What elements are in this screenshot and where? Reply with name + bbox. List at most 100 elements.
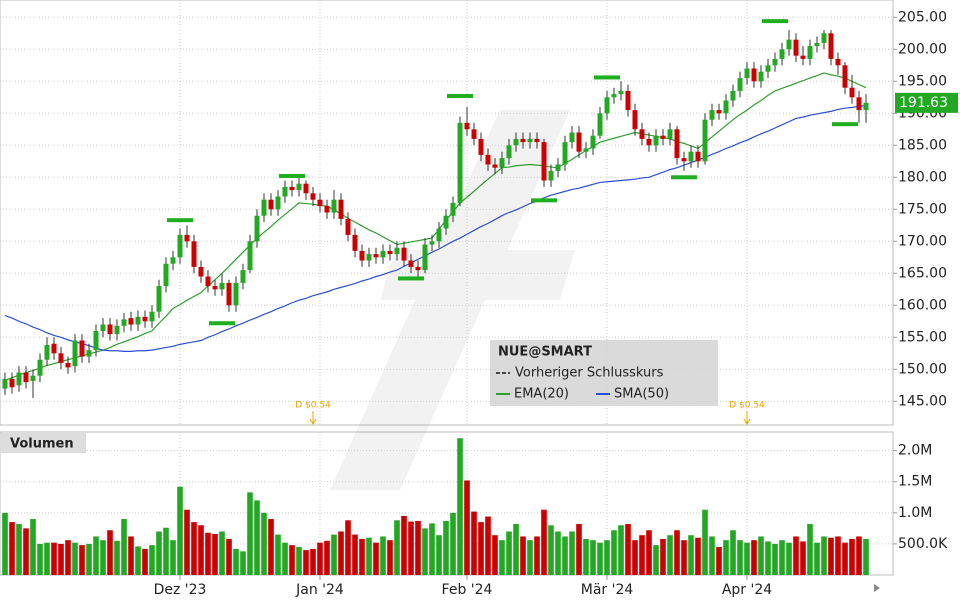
candle-body <box>296 183 302 191</box>
volume-bar <box>296 547 302 575</box>
price-tag-label: 191.63 <box>899 95 948 111</box>
volume-bar <box>37 543 43 575</box>
candle-body <box>198 266 204 277</box>
volume-bar <box>219 531 225 575</box>
candle-body <box>121 319 127 326</box>
volume-bar <box>233 548 239 575</box>
volume-bar <box>240 551 246 575</box>
volume-bar <box>716 547 722 575</box>
volume-bar <box>821 536 827 575</box>
swing-marker <box>832 122 858 127</box>
volume-bar <box>744 542 750 575</box>
legend-symbol: NUE@SMART <box>498 345 592 360</box>
volume-bar <box>107 530 113 575</box>
candle-body <box>450 202 456 216</box>
ma-line <box>4 72 867 381</box>
scroll-arrow <box>874 584 880 592</box>
swing-marker <box>762 19 788 24</box>
watermark <box>330 110 575 490</box>
volume-bar <box>471 511 477 575</box>
swing-marker <box>279 174 305 179</box>
candle-body <box>184 234 190 242</box>
volume-bar <box>142 548 148 575</box>
volume-bar <box>79 545 85 575</box>
volume-bar <box>618 525 624 575</box>
y-tick-label: 145.00 <box>898 393 947 409</box>
volume-bar <box>499 540 505 575</box>
candle-body <box>219 282 225 290</box>
volume-bar <box>555 531 561 575</box>
candle-body <box>205 276 211 287</box>
candle-body <box>93 330 99 351</box>
candle-body <box>590 135 596 149</box>
volume-bar <box>506 531 512 575</box>
volume-bar <box>464 480 470 575</box>
y-tick-label: 195.00 <box>898 73 947 89</box>
volume-bar <box>688 535 694 575</box>
candle-body <box>667 129 673 139</box>
dividend-label: D $0.54 <box>729 401 765 411</box>
volume-bar <box>93 536 99 575</box>
y2-tick-label: 1.5M <box>898 474 932 490</box>
volume-bar <box>366 537 372 575</box>
candle-body <box>562 142 568 165</box>
swing-marker <box>209 321 235 326</box>
candle-body <box>100 324 106 331</box>
volume-bar <box>800 541 806 575</box>
candle-body <box>611 94 617 98</box>
dividend-arrow <box>743 411 751 425</box>
volume-bar <box>100 540 106 575</box>
candle-body <box>366 254 372 261</box>
candle-body <box>331 199 337 213</box>
volume-bar <box>842 542 848 575</box>
y-tick-label: 200.00 <box>898 41 947 57</box>
volume-bar <box>793 536 799 575</box>
volume-bar <box>226 538 232 575</box>
volume-bar <box>373 542 379 575</box>
volume-bar <box>310 548 316 575</box>
volume-bar <box>317 542 323 575</box>
volume-bar <box>492 535 498 575</box>
volume-bar <box>415 520 421 575</box>
volume-bar <box>51 542 57 575</box>
swing-marker <box>671 175 697 180</box>
candle-body <box>534 138 540 143</box>
volume-bar <box>170 540 176 575</box>
candle-body <box>555 164 561 171</box>
candle-body <box>142 316 148 322</box>
volume-bar <box>30 519 36 575</box>
candle-body <box>387 250 393 255</box>
volume-bar <box>268 519 274 575</box>
x-tick-label: Mär '24 <box>581 582 634 598</box>
volume-bar <box>359 538 365 575</box>
x-tick-label: Apr '24 <box>722 582 772 598</box>
candle-body <box>2 378 8 389</box>
candle-body <box>772 58 778 66</box>
candle-body <box>443 215 449 229</box>
candle-body <box>730 90 736 101</box>
volume-bar <box>730 530 736 575</box>
dividend-arrow <box>309 411 317 425</box>
y-tick-label: 175.00 <box>898 201 947 217</box>
volume-bar <box>352 534 358 575</box>
candle-body <box>758 71 764 82</box>
candle-body <box>282 186 288 197</box>
dividend-label: D $0.54 <box>295 401 331 411</box>
volume-bar <box>128 536 134 575</box>
candle-body <box>247 241 253 271</box>
candle-body <box>464 122 470 130</box>
volume-bar <box>65 540 71 575</box>
candle-body <box>849 87 855 98</box>
volume-bar <box>674 530 680 575</box>
volume-bar <box>9 522 15 575</box>
volume-bar <box>576 524 582 575</box>
volume-bar <box>345 520 351 575</box>
volume-bar <box>275 534 281 575</box>
candle-body <box>30 375 36 381</box>
volume-bar <box>527 540 533 575</box>
volume-bar <box>611 530 617 575</box>
volume-bar <box>758 536 764 575</box>
candle-body <box>310 193 316 200</box>
volume-bar <box>324 540 330 575</box>
